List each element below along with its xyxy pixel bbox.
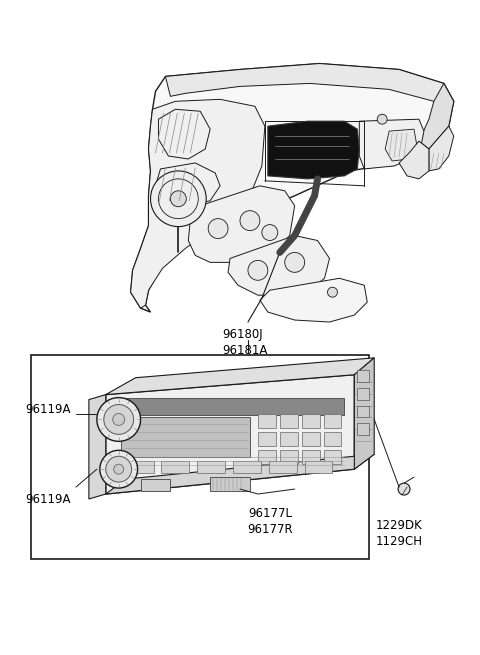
- Bar: [258, 415, 276, 428]
- Circle shape: [151, 171, 206, 227]
- Circle shape: [170, 191, 186, 207]
- Text: 96119A: 96119A: [25, 403, 71, 416]
- Circle shape: [248, 261, 268, 280]
- Polygon shape: [131, 64, 454, 312]
- Bar: [258, 432, 276, 446]
- Bar: [210, 477, 250, 491]
- Polygon shape: [89, 394, 106, 499]
- Circle shape: [114, 464, 124, 474]
- Bar: [305, 461, 333, 473]
- Polygon shape: [385, 129, 417, 161]
- Bar: [233, 461, 261, 473]
- Polygon shape: [188, 186, 295, 263]
- Circle shape: [327, 288, 337, 297]
- Bar: [324, 415, 341, 428]
- Polygon shape: [419, 83, 454, 149]
- Polygon shape: [158, 109, 210, 159]
- Bar: [141, 479, 170, 491]
- Polygon shape: [106, 455, 374, 494]
- Bar: [357, 423, 369, 436]
- Bar: [357, 370, 369, 382]
- Circle shape: [240, 211, 260, 231]
- Text: 1229DK
1129CH: 1229DK 1129CH: [375, 519, 422, 548]
- Circle shape: [285, 252, 305, 272]
- Polygon shape: [429, 126, 454, 171]
- Bar: [120, 417, 250, 457]
- Circle shape: [377, 114, 387, 124]
- Circle shape: [113, 413, 125, 426]
- Polygon shape: [106, 358, 374, 394]
- Circle shape: [398, 483, 410, 495]
- Polygon shape: [360, 119, 424, 169]
- Text: 96177L
96177R: 96177L 96177R: [247, 507, 293, 536]
- Bar: [280, 450, 298, 464]
- Bar: [126, 461, 154, 473]
- Bar: [301, 415, 320, 428]
- Bar: [301, 432, 320, 446]
- Polygon shape: [106, 375, 354, 494]
- Polygon shape: [399, 141, 429, 179]
- Bar: [269, 461, 297, 473]
- Polygon shape: [131, 100, 265, 308]
- Circle shape: [100, 450, 138, 488]
- Polygon shape: [268, 121, 360, 179]
- Text: 96180J
96181A: 96180J 96181A: [222, 328, 267, 358]
- Polygon shape: [156, 163, 220, 206]
- Bar: [301, 450, 320, 464]
- Bar: [161, 461, 189, 473]
- Polygon shape: [260, 278, 367, 322]
- Circle shape: [97, 398, 141, 441]
- Bar: [120, 398, 344, 415]
- Text: 96119A: 96119A: [25, 493, 71, 506]
- Bar: [280, 415, 298, 428]
- Bar: [31, 355, 369, 559]
- Bar: [258, 450, 276, 464]
- Bar: [324, 432, 341, 446]
- Bar: [324, 450, 341, 464]
- Bar: [280, 432, 298, 446]
- Polygon shape: [228, 236, 329, 295]
- Bar: [357, 388, 369, 400]
- Polygon shape: [166, 64, 454, 102]
- Circle shape: [106, 457, 132, 482]
- Circle shape: [104, 405, 133, 434]
- Polygon shape: [354, 358, 374, 469]
- Bar: [197, 461, 225, 473]
- Circle shape: [262, 225, 278, 240]
- Bar: [357, 405, 369, 417]
- Circle shape: [208, 219, 228, 238]
